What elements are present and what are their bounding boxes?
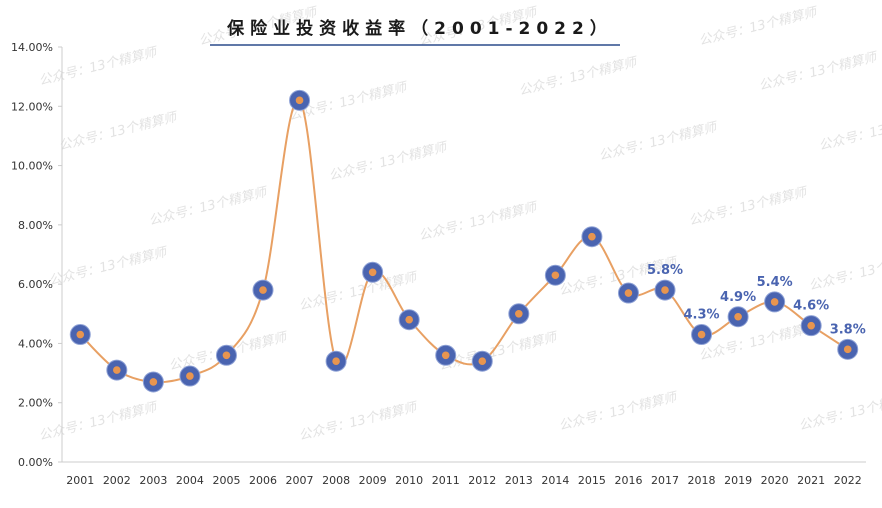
y-tick-label: 8.00% <box>18 219 53 232</box>
data-label-2019: 4.9% <box>720 290 756 305</box>
x-tick-label: 2006 <box>249 474 277 487</box>
x-tick-label: 2018 <box>688 474 716 487</box>
data-point-core-2001 <box>76 330 85 339</box>
x-tick-label: 2007 <box>286 474 314 487</box>
x-tick-label: 2001 <box>66 474 94 487</box>
x-tick-label: 2012 <box>468 474 496 487</box>
x-tick-label: 2010 <box>395 474 423 487</box>
y-tick-label: 14.00% <box>11 41 53 54</box>
data-label-2021: 4.6% <box>793 299 829 314</box>
data-point-core-2011 <box>441 351 450 360</box>
x-tick-label: 2019 <box>724 474 752 487</box>
data-point-core-2018 <box>697 330 706 339</box>
chart-title: 保险业投资收益率（2001-2022） <box>226 18 613 39</box>
y-tick-label: 10.00% <box>11 160 53 173</box>
watermark-text: 公众号：13个精算师 <box>417 200 540 244</box>
data-point-core-2012 <box>478 357 487 366</box>
data-point-core-2004 <box>186 372 194 380</box>
x-tick-label: 2017 <box>651 474 679 487</box>
watermark-text: 公众号：13个精算师 <box>517 55 640 99</box>
data-point-core-2008 <box>332 357 340 366</box>
data-label-2018: 4.3% <box>684 308 720 323</box>
data-point-core-2003 <box>149 378 158 386</box>
x-tick-label: 2003 <box>139 474 167 487</box>
x-tick-label: 2009 <box>359 474 387 487</box>
watermark-text: 公众号：13个精算师 <box>817 110 882 154</box>
data-point-core-2017 <box>661 286 669 294</box>
x-tick-label: 2011 <box>432 474 460 487</box>
watermark-text: 公众号：13个精算师 <box>147 185 270 229</box>
watermark-text: 公众号：13个精算师 <box>557 390 680 434</box>
x-tick-label: 2015 <box>578 474 606 487</box>
data-point-core-2010 <box>405 315 413 324</box>
y-tick-label: 6.00% <box>18 278 53 291</box>
data-point-core-2021 <box>807 321 815 330</box>
watermark-text: 公众号：13个精算师 <box>697 5 820 49</box>
x-tick-label: 2022 <box>834 474 862 487</box>
watermark-text: 公众号：13个精算师 <box>437 330 560 374</box>
data-point-core-2015 <box>588 232 596 241</box>
y-tick-label: 4.00% <box>18 337 53 350</box>
x-tick-label: 2002 <box>103 474 131 487</box>
y-tick-label: 2.00% <box>18 397 53 410</box>
x-tick-label: 2014 <box>541 474 569 487</box>
data-point-core-2020 <box>770 298 779 306</box>
watermark-text: 公众号：13个精算师 <box>597 120 720 164</box>
watermark-text: 公众号：13个精算师 <box>37 45 160 89</box>
watermark-text: 公众号：13个精算师 <box>57 110 180 154</box>
data-point-core-2022 <box>843 345 852 354</box>
x-tick-label: 2021 <box>797 474 825 487</box>
data-points-layer <box>69 89 859 393</box>
data-point-core-2013 <box>515 309 523 318</box>
data-point-core-2014 <box>551 271 560 280</box>
x-tick-label: 2004 <box>176 474 204 487</box>
watermark-text: 公众号：13个精算师 <box>757 50 880 94</box>
y-tick-label: 0.00% <box>18 456 53 469</box>
data-point-core-2005 <box>222 351 231 360</box>
watermark-layer: 公众号：13个精算师 公众号：13个精算师 公众号：13个精算师公众号：13个精算师… <box>37 5 882 444</box>
data-label-2022: 3.8% <box>830 322 866 337</box>
x-tick-label: 2013 <box>505 474 533 487</box>
watermark-text: 公众号：13个精算师 <box>327 140 450 184</box>
data-label-2020: 5.4% <box>757 275 793 290</box>
x-tick-label: 2016 <box>614 474 642 487</box>
watermark-text: 公众号：13个精算师 <box>297 400 420 444</box>
data-point-core-2019 <box>734 312 742 321</box>
axes: 0.00% 2.00% 4.00% 6.00% 8.00% 10.00% 12.00% 14.… <box>11 41 866 487</box>
data-point-core-2006 <box>259 286 267 294</box>
watermark-text: 公众号：13个精算师 <box>807 250 882 294</box>
x-tick-label: 2008 <box>322 474 350 487</box>
y-tick-label: 12.00% <box>11 100 53 113</box>
data-point-core-2002 <box>113 366 121 374</box>
data-label-2017: 5.8% <box>647 263 683 278</box>
watermark-text: 公众号：13个精算师 <box>797 390 882 434</box>
data-labels-layer: 5.8% 4.3%4.9%5.4%4.6%3.8% <box>647 263 866 337</box>
x-tick-label: 2005 <box>212 474 240 487</box>
watermark-text: 公众号：13个精算师 <box>687 185 810 229</box>
data-point-core-2007 <box>295 96 304 105</box>
data-point-core-2016 <box>624 289 633 297</box>
watermark-text: 公众号：13个精算师 <box>37 400 160 444</box>
x-tick-label: 2020 <box>761 474 789 487</box>
data-point-core-2009 <box>368 268 377 277</box>
watermark-text: 公众号：13个精算师 <box>47 245 170 289</box>
